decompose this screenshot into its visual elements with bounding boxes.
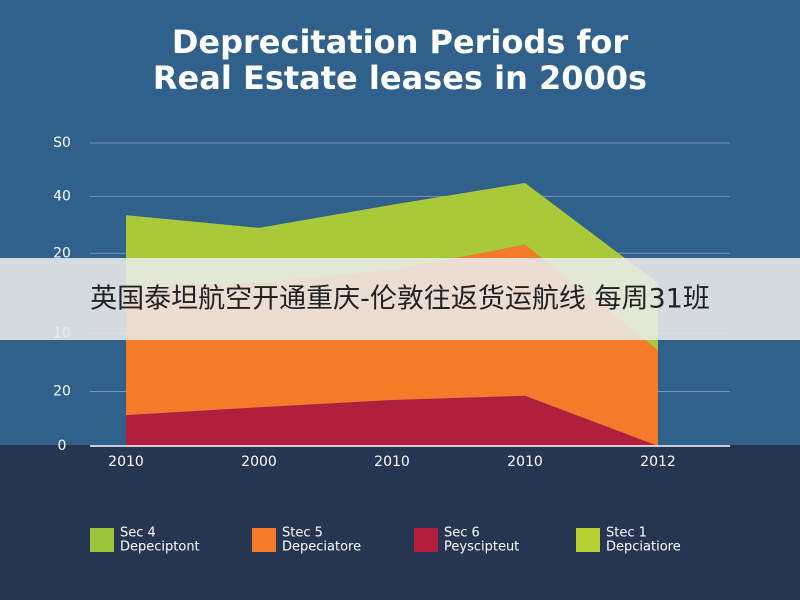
y-tick-label: 20 [53,245,71,261]
legend-background [0,445,800,600]
chart-title: Deprecitation Periods for [172,23,629,61]
legend-label: Stec 1 [606,526,647,541]
area [126,395,658,446]
legend-swatch [90,528,114,552]
legend-label: Sec 6 [444,526,480,541]
legend-swatch [414,528,438,552]
legend-swatch [576,528,600,552]
legend-label: Depciatiore [606,540,681,555]
banner-text: 英国泰坦航空开通重庆-伦敦往返货运航线 每周31班 [90,284,710,315]
x-tick-label: 2000 [241,454,277,470]
legend-label: Depeciatore [282,540,361,555]
x-tick-label: 2010 [507,454,543,470]
chart-title: Real Estate leases in 2000s [153,59,647,97]
legend-label: Depeciptont [120,540,200,555]
y-tick-label: 40 [53,188,71,204]
x-tick-label: 2010 [108,454,144,470]
legend-swatch [252,528,276,552]
x-tick-label: 2010 [374,454,410,470]
legend-label: Sec 4 [120,526,156,541]
legend-label: Peyscipteut [444,540,519,555]
x-tick-label: 2012 [640,454,676,470]
legend-label: Stec 5 [282,526,323,541]
y-tick-label: 20 [53,383,71,399]
banner [0,258,800,340]
y-tick-label: S0 [53,135,71,151]
y-tick-label: 0 [58,438,67,454]
